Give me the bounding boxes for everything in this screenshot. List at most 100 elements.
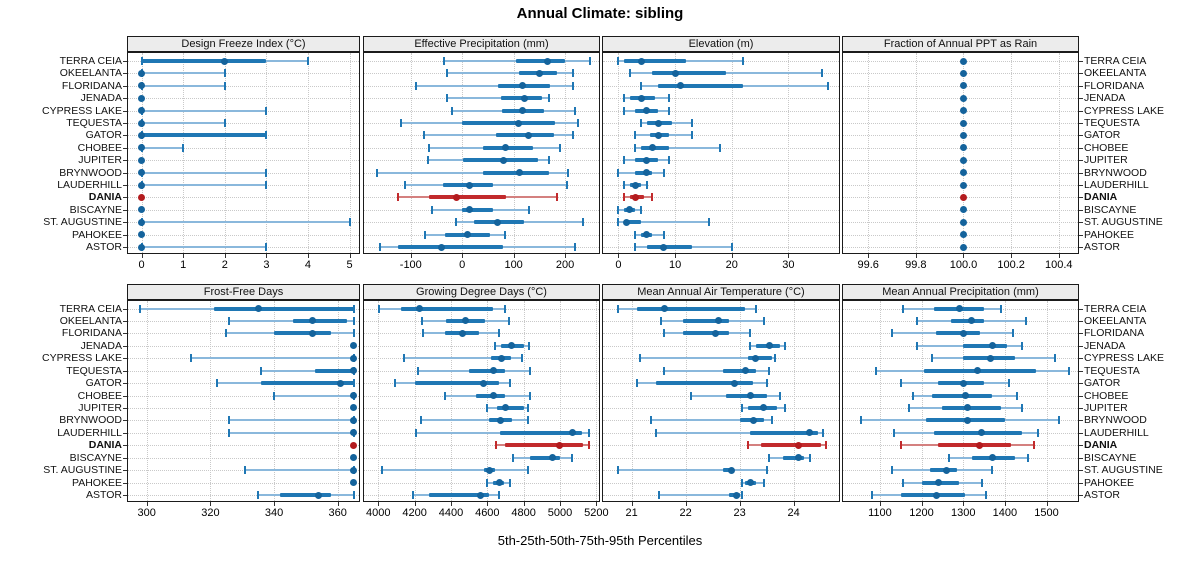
whisker-cap-95th [265,168,268,177]
whisker-cap-95th [784,403,787,412]
whisker-5th-95th [415,84,573,87]
box-25th-75th [936,331,980,336]
whisker-cap-5th [423,230,426,239]
x-tick-label: 1100 [868,507,892,519]
panel-plot [602,300,840,502]
median-dot [631,193,639,201]
panel-strip-title: Effective Precipitation (mm) [363,36,600,52]
x-tick-mark [596,502,598,506]
site-label-right: JENADA [1084,92,1126,105]
box-25th-75th [274,331,332,336]
box-25th-75th [963,343,1007,348]
site-label-right: TERRA CEIA [1084,302,1147,315]
whisker-cap-5th [228,316,231,325]
x-tick-label: 200 [555,259,575,271]
y-tick-mark [123,98,127,100]
whisker-cap-95th [1016,391,1019,400]
site-label-right: JUPITER [1084,401,1128,414]
whisker-cap-5th [663,366,666,375]
whisker-cap-95th [509,478,512,487]
median-dot [643,169,651,177]
median-dot [986,354,994,362]
site-label-left: BRYNWOOD [59,414,122,427]
whisker-cap-5th [654,428,657,437]
whisker-cap-95th [547,156,550,165]
whisker-cap-5th [419,416,422,425]
site-label-left: GATOR [85,129,122,142]
y-tick-mark [123,172,127,174]
x-tick-label: 1500 [1034,507,1059,519]
median-dot [955,305,963,312]
x-gridline [266,53,268,253]
median-dot [623,218,631,226]
x-gridline [146,301,148,501]
x-tick-mark [1004,502,1006,506]
whisker-cap-95th [765,379,768,388]
median-dot [795,441,803,449]
site-label-left: CHOBEE [77,141,122,154]
panel-strip-title: Frost-Free Days [127,284,360,300]
x-tick-mark [224,254,226,258]
whisker-cap-5th [908,403,911,412]
median-dot [959,193,967,201]
y-gridline [603,123,839,124]
whisker-cap-95th [821,69,824,78]
panel-strip-title: Design Freeze Index (°C) [127,36,360,52]
whisker-cap-95th [985,491,988,499]
site-label-right: BISCAYNE [1084,451,1137,464]
median-dot [959,94,967,102]
y-tick-mark [1079,445,1083,447]
y-gridline [364,407,599,409]
y-tick-mark [123,247,127,248]
whisker-cap-95th [1020,341,1023,350]
median-dot [765,342,773,350]
whisker-cap-95th [498,491,501,499]
whisker-cap-95th [1026,453,1029,462]
y-tick-mark [1079,247,1083,248]
whisker-cap-95th [570,453,573,462]
whisker-cap-95th [742,57,745,65]
median-dot [495,479,503,487]
y-gridline [603,222,839,224]
median-dot [308,317,316,325]
x-tick-mark [513,254,515,258]
x-gridline [141,53,143,253]
median-dot [643,107,651,115]
whisker-cap-95th [348,218,351,227]
y-tick-mark [123,420,127,422]
whisker-cap-95th [1033,441,1036,450]
x-gridline [183,53,185,253]
median-dot [350,416,358,424]
median-dot [711,329,719,337]
median-dot [749,416,757,424]
whisker-cap-95th [730,243,733,251]
y-gridline [603,160,839,162]
y-tick-mark [1079,135,1083,137]
whisker-cap-5th [431,205,434,214]
y-tick-mark [123,358,127,360]
x-gridline [565,53,567,253]
median-dot [438,243,446,251]
y-tick-mark [123,61,127,62]
x-gridline [915,53,917,253]
median-dot [138,156,146,164]
whisker-cap-95th [527,416,530,425]
site-label-left: TERRA CEIA [59,55,122,67]
x-tick-mark [414,502,416,506]
whisker-cap-5th [891,466,894,475]
x-tick-label: 0 [615,259,622,271]
median-dot [485,466,493,474]
x-gridline [349,53,351,253]
median-dot [555,441,563,449]
whisker-cap-95th [991,466,994,475]
whisker-cap-5th [634,143,637,152]
site-label-right: ST. AUGUSTINE [1084,216,1163,229]
median-dot [521,94,529,102]
whisker-cap-95th [588,441,591,450]
whisker-cap-95th [520,354,523,363]
y-tick-mark [1079,395,1083,397]
y-gridline [603,234,839,236]
x-tick-mark [560,502,561,506]
whisker-cap-95th [708,218,711,227]
y-gridline [603,482,839,484]
